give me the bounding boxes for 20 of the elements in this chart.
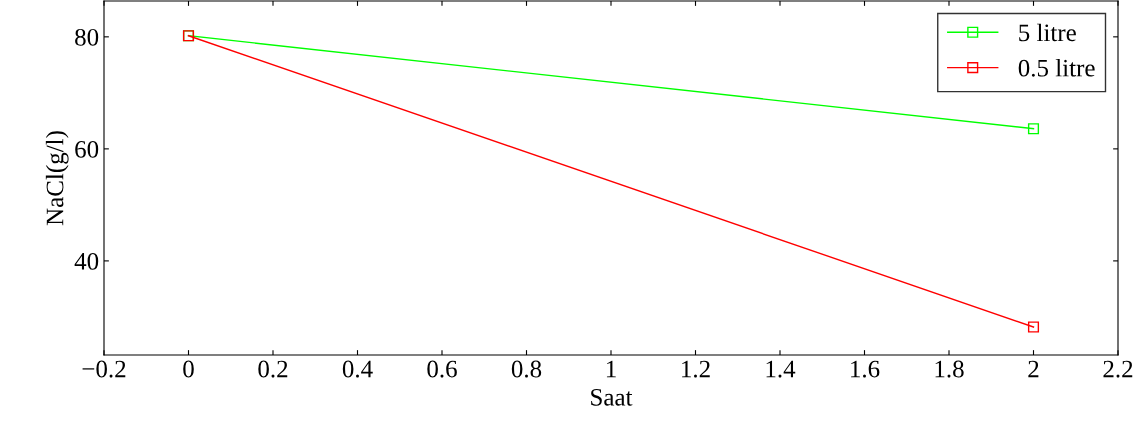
- x-tick-label: 1.8: [935, 360, 964, 378]
- x-tick-label: 1: [606, 360, 616, 378]
- x-axis-title: Saat: [591, 388, 633, 406]
- x-tick-label: −0.2: [82, 360, 126, 378]
- y-tick-label: 60: [75, 140, 99, 158]
- x-tick-label: 0: [183, 360, 194, 378]
- x-tick-label: 2: [1028, 360, 1039, 378]
- x-tick-label: 1.4: [766, 360, 796, 378]
- y-axis-title: NaCl(g/l): [45, 131, 69, 226]
- x-tick-label: 0.8: [511, 360, 542, 378]
- x-tick-label: 2.2: [1103, 360, 1133, 378]
- legend-label: 0.5 litre: [1018, 58, 1095, 77]
- x-tick-label: 0.2: [258, 360, 288, 378]
- x-tick-label: 1.2: [682, 360, 710, 378]
- y-tick-label: 40: [74, 252, 99, 270]
- legend-label: 5 litre: [1019, 23, 1076, 42]
- x-tick-label: 0.4: [342, 360, 373, 378]
- y-tick-label: 80: [75, 28, 99, 46]
- x-tick-label: 0.6: [427, 360, 457, 378]
- x-tick-label: 1.6: [851, 360, 880, 378]
